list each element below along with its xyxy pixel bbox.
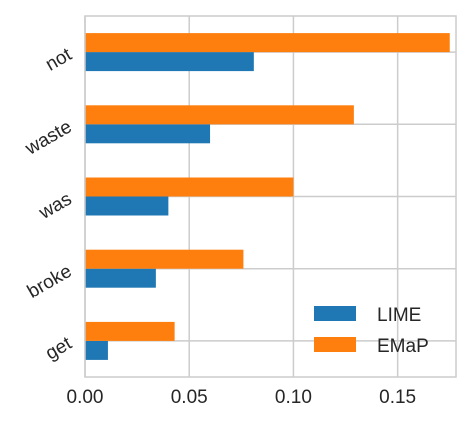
bar-emap-broke <box>85 249 244 269</box>
legend-swatch-emap <box>314 337 356 352</box>
x-tick-labels: 0.00 0.05 0.10 0.15 <box>67 387 417 408</box>
y-tick-label: broke <box>24 261 76 303</box>
legend: LIME EMaP <box>314 305 429 357</box>
y-tick-label: not <box>42 44 76 76</box>
x-tick-label: 0.15 <box>379 387 416 408</box>
bar-lime-not <box>85 52 254 72</box>
x-tick-label: 0.10 <box>275 387 312 408</box>
x-tick-label: 0.05 <box>171 387 208 408</box>
legend-label-emap: EMaP <box>377 336 429 357</box>
y-tick-label: was <box>35 189 76 225</box>
bar-lime-broke <box>85 268 156 288</box>
bar-lime-get <box>85 340 108 360</box>
bar-emap-waste <box>85 105 354 125</box>
y-tick-label: get <box>42 333 76 365</box>
y-tick-label: waste <box>21 116 75 160</box>
bars <box>85 33 450 360</box>
bar-lime-waste <box>85 124 211 144</box>
legend-swatch-lime <box>314 306 356 321</box>
plot-frame <box>84 15 457 378</box>
bar-emap-get <box>85 321 175 341</box>
x-tick-label: 0.00 <box>67 387 104 408</box>
bar-emap-not <box>85 33 450 53</box>
bar-emap-was <box>85 177 294 197</box>
bar-lime-was <box>85 196 169 216</box>
y-tick-labels: not waste was broke get <box>21 44 76 365</box>
legend-label-lime: LIME <box>377 305 421 326</box>
